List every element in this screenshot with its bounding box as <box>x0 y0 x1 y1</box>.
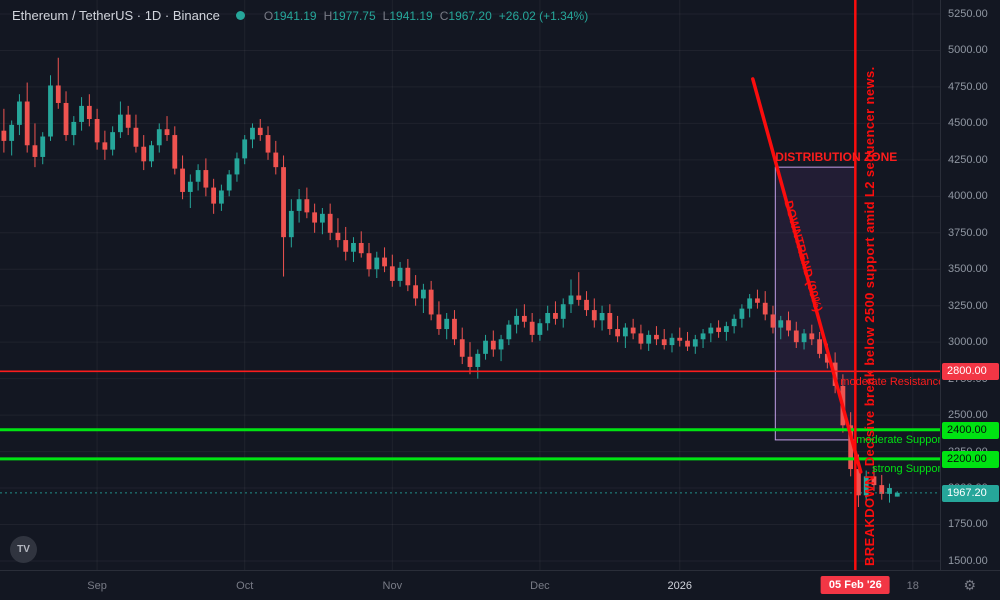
support-price-tag: 2400.00 <box>942 421 999 439</box>
price-tick-label: 4250.00 <box>948 153 988 166</box>
support-price-tag: 2200.00 <box>942 450 999 468</box>
legend: Ethereum / TetherUS · 1D · Binance O 1941… <box>12 8 588 23</box>
tradingview-logo[interactable]: TV <box>10 536 37 563</box>
time-tick-label: Sep <box>87 580 107 592</box>
price-tick-label: 4000.00 <box>948 190 988 203</box>
price-tick-label: 2500.00 <box>948 409 988 422</box>
ohlc-low-value: 1941.19 <box>389 8 433 23</box>
price-tick-label: 1500.00 <box>948 554 988 567</box>
last-price-tag: 1967.20 <box>942 484 999 502</box>
ohlc-low-label: L <box>382 8 390 23</box>
time-tick-label: 2026 <box>667 580 692 592</box>
price-axis[interactable]: 2800.00 2400.00 2200.00 1967.20 5250.00 5… <box>940 0 1000 570</box>
price-tick-label: 3500.00 <box>948 263 988 276</box>
time-tick-label: 18 <box>906 580 919 592</box>
ohlc-open-label: O <box>263 8 274 23</box>
time-tick-label: Nov <box>382 580 403 592</box>
price-tick-label: 3000.00 <box>948 336 988 349</box>
time-axis[interactable]: 05 Feb '26 ⚙ Sep Oct Nov Dec 2026 18 <box>0 570 1000 600</box>
price-tick-label: 5000.00 <box>948 44 988 57</box>
time-tick-label: Oct <box>236 580 254 592</box>
price-tick-label: 4500.00 <box>948 117 988 130</box>
gear-icon[interactable]: ⚙ <box>963 577 976 593</box>
time-tick-label: Dec <box>530 580 550 592</box>
distribution-zone-label: DISTRIBUTION ZONE <box>775 150 898 165</box>
ohlc-close-label: C <box>439 8 449 23</box>
ohlc-open-value: 1941.19 <box>273 8 317 23</box>
price-tick-label: 4750.00 <box>948 80 988 93</box>
breakdown-annotation-text: BREAKDOWN: Decisive break below 2500 sup… <box>862 66 878 566</box>
change-value: +26.02 (+1.34%) <box>498 8 589 23</box>
price-tick-label: 5250.00 <box>948 8 988 20</box>
event-date-tag: 05 Feb '26 <box>820 576 890 594</box>
price-tick-label: 3250.00 <box>948 299 988 312</box>
symbol-title[interactable]: Ethereum / TetherUS · 1D · Binance <box>12 8 220 23</box>
price-chart-canvas[interactable] <box>0 0 940 570</box>
resistance-price-tag: 2800.00 <box>942 363 999 381</box>
ohlc-close-value: 1967.20 <box>448 8 492 23</box>
ohlc-high-value: 1977.75 <box>332 8 376 23</box>
price-tick-label: 1750.00 <box>948 518 988 531</box>
ohlc-high-label: H <box>323 8 333 23</box>
candlestick-chart[interactable] <box>0 0 940 570</box>
price-tick-label: 3750.00 <box>948 226 988 239</box>
series-color-dot-icon <box>235 11 245 20</box>
